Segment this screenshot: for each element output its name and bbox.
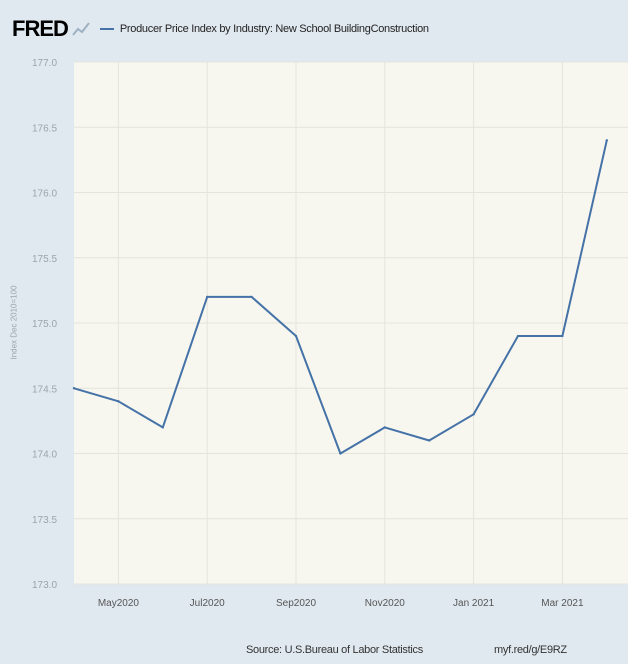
data-point (428, 439, 431, 442)
legend-swatch (99, 28, 114, 30)
data-point (161, 426, 164, 429)
x-tick-label: May2020 (98, 598, 140, 609)
data-point (339, 452, 342, 455)
y-tick-label: 173.0 (32, 580, 57, 591)
data-point (294, 334, 298, 338)
data-point (72, 387, 76, 390)
source-note: Source: U.S.Bureau of Labor Statistics (246, 644, 423, 656)
y-tick-label: 174.0 (32, 450, 57, 461)
data-point (250, 295, 253, 299)
data-point (472, 413, 475, 416)
data-point (561, 334, 564, 338)
x-tick-label: Nov2020 (365, 598, 405, 609)
x-tick-label: Jul2020 (190, 598, 225, 609)
chart-header: FRED Producer Price Index by Industry: N… (12, 14, 429, 44)
data-point (206, 295, 209, 299)
legend-series-label[interactable]: Producer Price Index by Industry: New Sc… (119, 23, 429, 35)
y-tick-label: 176.0 (32, 189, 57, 200)
data-point (516, 334, 520, 338)
y-tick-label: 175.0 (32, 319, 57, 330)
data-point (117, 400, 120, 403)
y-tick-label: 177.0 (32, 58, 57, 69)
x-tick-label: Jan 2021 (453, 598, 495, 609)
y-tick-label: 175.5 (32, 254, 57, 265)
y-tick-label: 173.5 (32, 515, 57, 526)
data-point (383, 426, 386, 429)
y-axis-label: Index Dec 2010=100 (9, 285, 19, 360)
x-tick-label: Mar 2021 (541, 598, 584, 609)
chart-line-icon (72, 22, 90, 36)
data-point (605, 139, 608, 142)
short-link[interactable]: myf.red/g/E9RZ (494, 644, 567, 656)
y-tick-label: 176.5 (32, 123, 57, 134)
fred-logo[interactable]: FRED (12, 16, 69, 41)
x-tick-label: Sep2020 (276, 598, 316, 609)
y-tick-label: 174.5 (32, 384, 57, 395)
